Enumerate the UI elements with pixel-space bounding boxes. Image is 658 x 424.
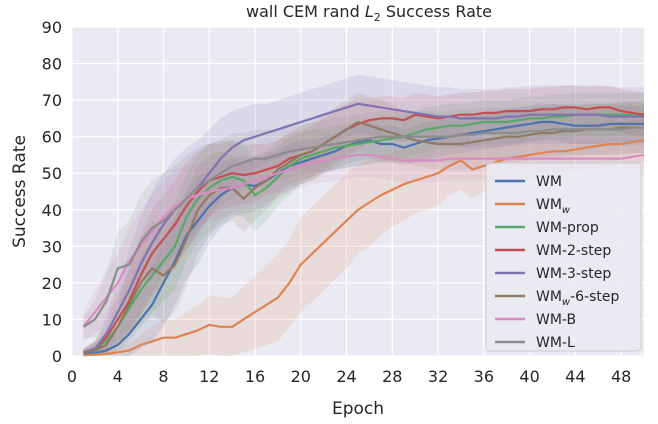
band-wm-2-step — [83, 85, 644, 356]
line-wmw — [83, 139, 645, 357]
x-tick-label: 0 — [67, 367, 77, 386]
y-tick-label: 30 — [42, 237, 62, 256]
x-tick-label: 16 — [245, 367, 265, 386]
line-wm-b — [82, 153, 645, 328]
x-tick-label: 4 — [113, 367, 123, 386]
band-wm-prop — [83, 92, 644, 357]
line-wm-l — [82, 126, 644, 328]
x-tick-labels: 0 4 8 12 16 20 24 28 32 36 40 44 48 — [67, 367, 631, 386]
y-tick-label: 40 — [42, 201, 62, 220]
chart-title: wall CEM rand L2 Success Rate — [246, 2, 492, 24]
legend-label-wm-prop: WM-prop — [536, 220, 599, 236]
band-wm — [83, 103, 644, 356]
y-tick-label: 60 — [42, 128, 62, 147]
y-tick-labels: 0 10 20 30 40 50 60 70 80 90 — [42, 18, 62, 366]
x-tick-label: 36 — [474, 367, 494, 386]
y-tick-label: 0 — [52, 347, 62, 366]
legend-label-wm-2-step: WM-2-step — [536, 243, 611, 259]
legend-label-wm: WM — [536, 174, 562, 190]
x-tick-label: 48 — [611, 367, 631, 386]
legend-label-wm-3-step: WM-3-step — [536, 266, 611, 282]
line-wm — [83, 120, 644, 356]
x-tick-label: 12 — [199, 367, 219, 386]
y-tick-label: 20 — [42, 274, 62, 293]
legend-box — [485, 162, 642, 352]
legend-label-wmw-6-step: WMw-6-step — [536, 289, 620, 308]
legend-label-wm-b: WM-B — [536, 312, 576, 328]
x-axis-label: Epoch — [332, 399, 384, 419]
x-tick-label: 20 — [291, 367, 311, 386]
y-tick-label: 70 — [42, 91, 62, 110]
x-tick-label: 32 — [428, 367, 448, 386]
legend: WM WMw​ WM-prop WM-2-step WM-3-step WMw-6-ste… — [485, 162, 642, 352]
y-axis-label: Success Rate — [10, 135, 30, 248]
line-wm-2-step — [83, 106, 645, 354]
line-wmw-6-step — [83, 120, 644, 354]
y-tick-label: 10 — [42, 310, 62, 329]
legend-label-wmw: WMw​ — [536, 197, 571, 216]
y-tick-label: 50 — [42, 164, 62, 183]
x-tick-label: 8 — [158, 367, 168, 386]
y-tick-label: 80 — [42, 55, 62, 74]
band-wm-b — [83, 133, 644, 342]
y-tick-label: 90 — [42, 18, 62, 37]
x-tick-label: 40 — [519, 367, 539, 386]
band-wm-3-step — [83, 74, 644, 356]
x-tick-label: 24 — [336, 367, 356, 386]
band-wm-l — [83, 101, 644, 338]
x-tick-label: 44 — [565, 367, 585, 386]
line-wm-prop — [83, 113, 644, 354]
series-lines — [82, 102, 645, 357]
x-tick-label: 28 — [382, 367, 402, 386]
legend-label-wm-l: WM-L — [536, 335, 575, 351]
